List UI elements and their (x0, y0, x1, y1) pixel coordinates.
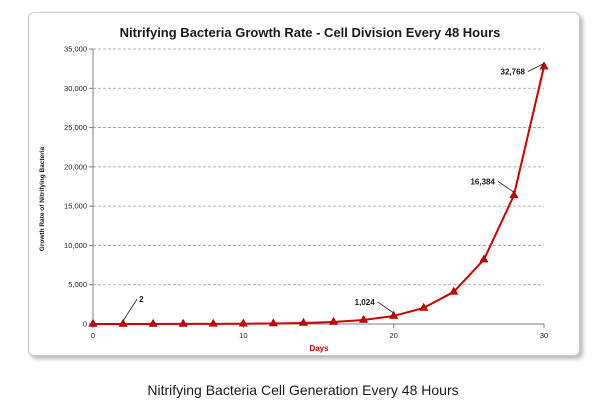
data-point (419, 302, 429, 311)
data-point (509, 190, 519, 199)
gridlines (93, 48, 544, 286)
series (88, 61, 549, 327)
y-axis-label: Growth Rate of Nitrifying Bacteria (39, 146, 46, 251)
y-tick-labels: 0 5,000 10,000 15,000 20,000 25,000 30,000 35,0… (64, 45, 87, 329)
data-point (389, 310, 399, 319)
axes (89, 48, 545, 328)
chart-frame: Nitrifying Bacteria Growth Rate - Cell D… (28, 12, 580, 356)
data-point (208, 318, 218, 327)
data-point (359, 314, 369, 323)
annotation-leader (497, 180, 515, 193)
x-tick-label: 0 (91, 331, 95, 340)
y-tick-label: 20,000 (64, 162, 87, 171)
data-label: 32,768 (501, 68, 526, 77)
x-tick-label: 20 (389, 331, 397, 340)
data-point (148, 318, 158, 327)
data-label: 16,384 (470, 177, 495, 186)
x-tick-labels: 0 10 20 30 (91, 331, 548, 340)
y-tick-label: 30,000 (64, 84, 87, 93)
data-point (329, 316, 339, 325)
annotation-leader (527, 63, 545, 72)
y-tick-label: 0 (83, 320, 87, 329)
series-line (92, 66, 545, 325)
annotation-leader (122, 298, 138, 322)
data-point (118, 318, 128, 327)
data-point (298, 317, 308, 326)
y-tick-label: 5,000 (68, 280, 87, 289)
x-tick-label: 30 (540, 331, 548, 340)
data-point (88, 318, 98, 327)
y-tick-label: 35,000 (64, 45, 87, 54)
chart: Nitrifying Bacteria Growth Rate - Cell D… (39, 25, 549, 353)
y-tick-label: 10,000 (64, 241, 87, 250)
data-point (268, 318, 278, 327)
annotation-leader (377, 301, 394, 314)
data-point (178, 318, 188, 327)
data-point (539, 61, 549, 70)
chart-title: Nitrifying Bacteria Growth Rate - Cell D… (120, 25, 501, 40)
x-tick-label: 10 (239, 331, 247, 340)
data-label: 1,024 (355, 298, 376, 307)
x-axis-label: Days (309, 344, 329, 353)
annotations: 2 1,024 16,384 32,768 (122, 63, 545, 322)
y-tick-label: 25,000 (64, 123, 87, 132)
data-point (449, 286, 459, 295)
y-tick-label: 15,000 (64, 202, 87, 211)
figure-caption: Nitrifying Bacteria Cell Generation Ever… (147, 382, 459, 398)
data-label: 2 (139, 295, 144, 304)
data-point (479, 254, 489, 263)
data-point (238, 318, 248, 327)
